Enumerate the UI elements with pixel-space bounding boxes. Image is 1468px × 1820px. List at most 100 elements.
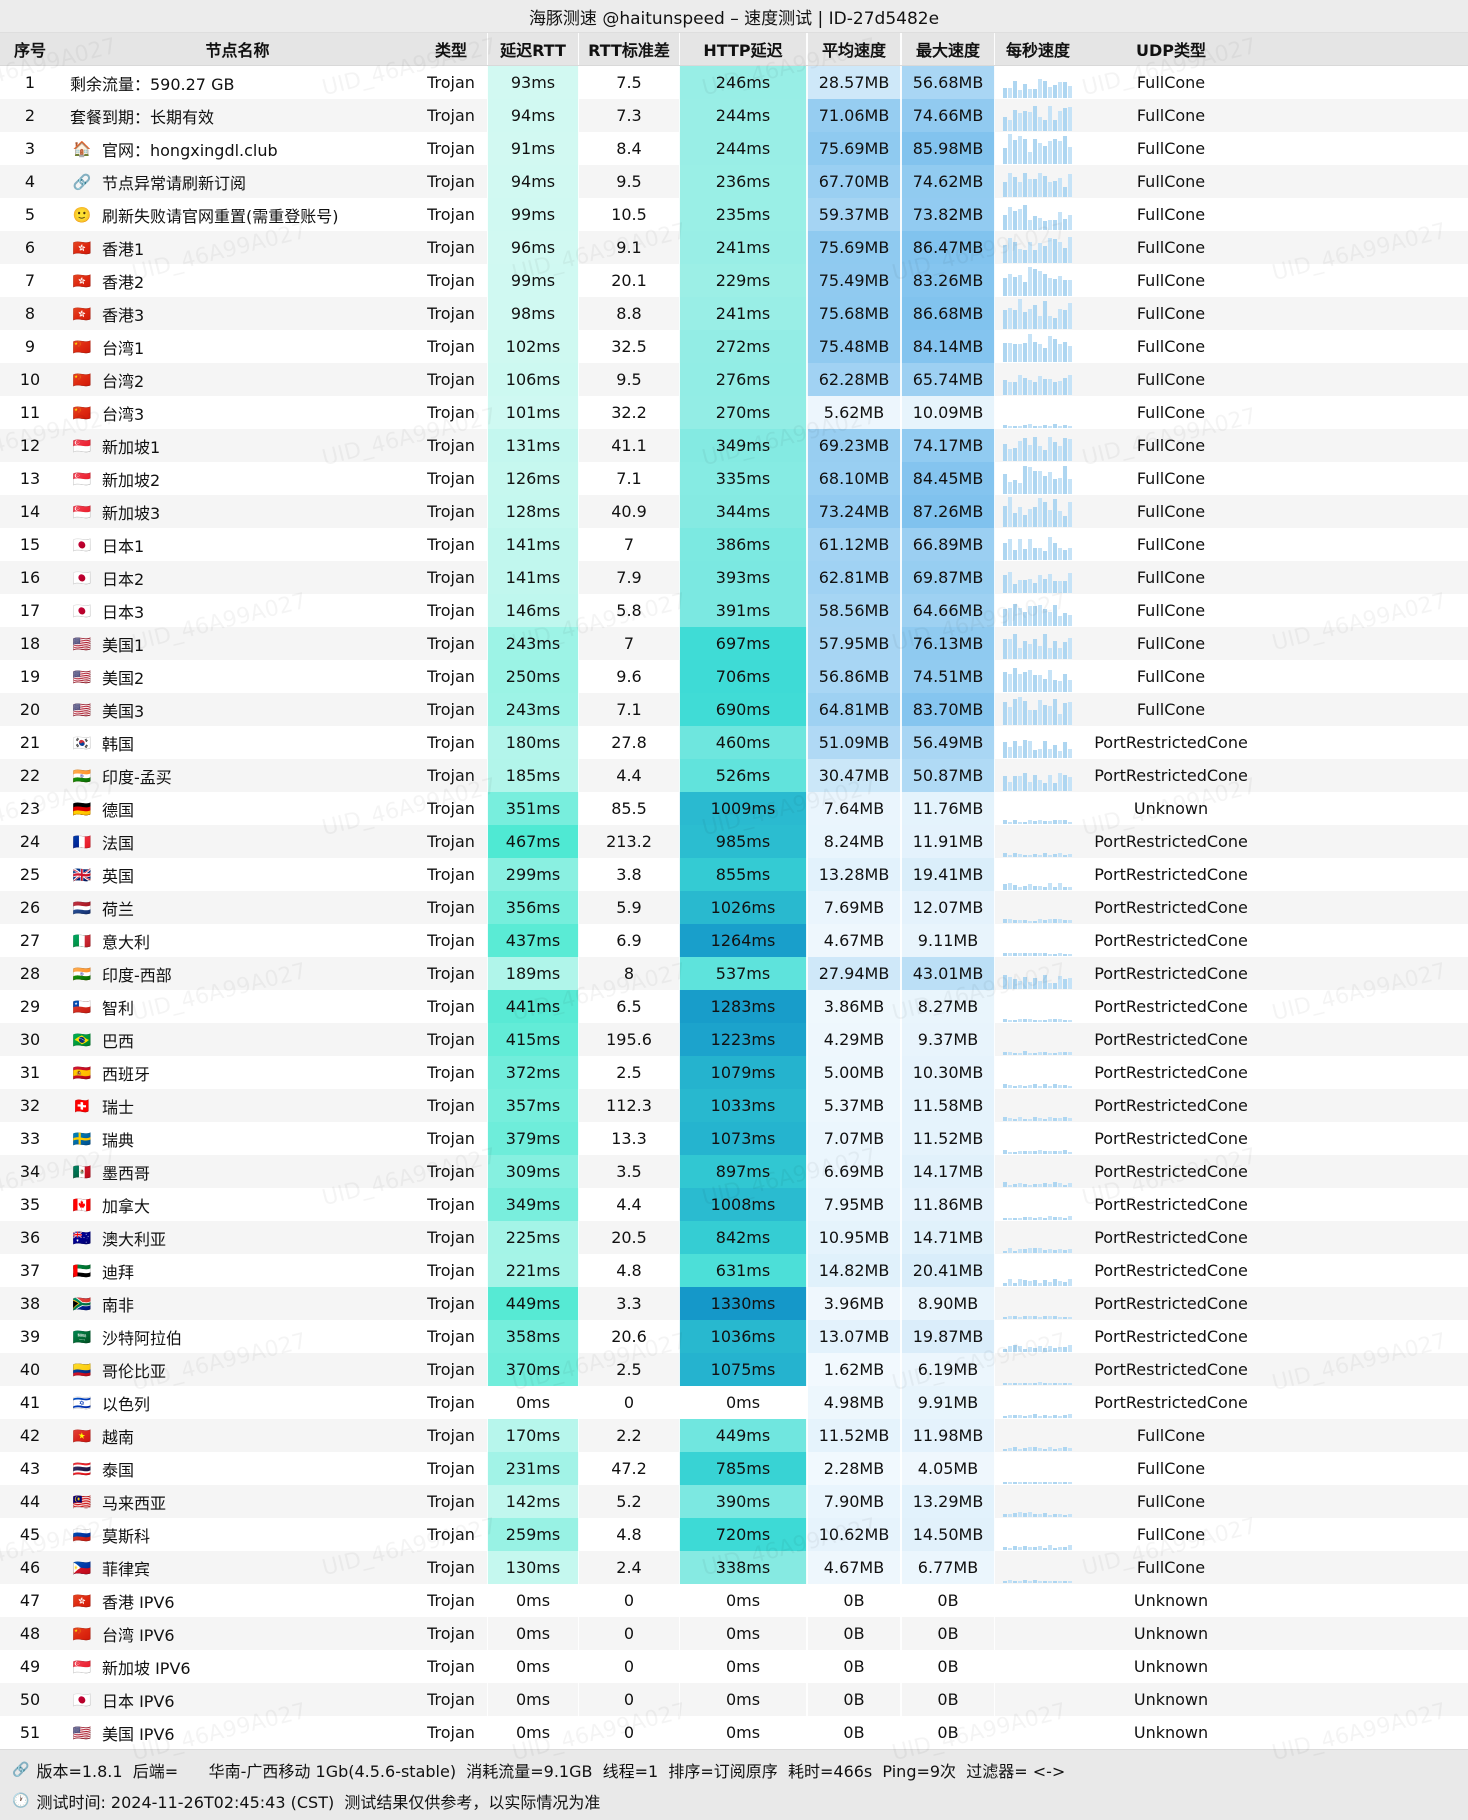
rtt-cell: 437ms (487, 924, 579, 957)
spark-bar (1003, 952, 1007, 956)
table-row: 10 🇨🇳 台湾2 Trojan 106ms 9.5 276ms 62.28MB… (0, 363, 1468, 396)
speed-sparkline (1003, 1124, 1073, 1154)
spark-bar (1028, 424, 1032, 428)
spark-bar (1043, 705, 1047, 725)
node-name-cell: 剩余流量：590.27 GB (60, 66, 415, 99)
rtt-cell: 130ms (487, 1551, 579, 1584)
spark-bar (1063, 979, 1067, 989)
node-type-cell: Trojan (427, 898, 475, 917)
spark-bar (1043, 1512, 1047, 1517)
max-speed-cell: 74.17MB (901, 429, 995, 462)
node-name: 官网：hongxingdl.club (102, 140, 278, 160)
rtt-cell: 128ms (487, 495, 579, 528)
spark-bar (1018, 853, 1022, 857)
spark-bar (1018, 113, 1022, 131)
node-name-cell: 🇯🇵 日本2 (60, 561, 415, 594)
spark-bar (1058, 1581, 1062, 1583)
avg-speed-cell: 75.69MB (807, 231, 901, 264)
spark-bar (1058, 446, 1062, 461)
node-type-cell: Trojan (427, 1426, 475, 1445)
http-latency-cell: 0ms (679, 1386, 807, 1419)
speed-sparkline-cell (995, 1122, 1081, 1155)
speed-sparkline (1003, 695, 1073, 725)
node-name: 韩国 (102, 734, 135, 754)
spark-bar (1048, 140, 1052, 164)
spark-bar (1063, 1382, 1067, 1385)
spark-bar (1008, 238, 1012, 263)
spark-bar (1063, 613, 1067, 626)
spark-bar (1028, 1019, 1032, 1022)
avg-speed-cell: 56.86MB (807, 660, 901, 693)
speed-sparkline (1003, 1157, 1073, 1187)
node-name: 日本3 (102, 602, 145, 622)
speed-sparkline (1003, 926, 1073, 956)
node-type-cell: Trojan (427, 469, 475, 488)
spark-bar (1068, 1513, 1072, 1517)
row-index: 48 (19, 1624, 41, 1643)
row-spacer (1261, 165, 1468, 198)
speed-sparkline (1003, 1520, 1073, 1550)
spark-bar (1038, 1019, 1042, 1022)
row-index: 34 (19, 1162, 41, 1181)
flag-icon: 🇸🇬 (72, 502, 92, 521)
row-index: 30 (19, 1030, 41, 1049)
avg-speed-cell: 13.28MB (807, 858, 901, 891)
udp-type-cell: FullCone (1136, 1492, 1206, 1511)
row-spacer (1261, 660, 1468, 693)
spark-bar (1008, 977, 1012, 989)
spark-bar (1038, 605, 1042, 626)
spark-bar (1018, 249, 1022, 263)
table-row: 14 🇸🇬 新加坡3 Trojan 128ms 40.9 344ms 73.24… (0, 495, 1468, 528)
spark-bar (1063, 1316, 1067, 1319)
flag-icon: 🇩🇪 (72, 799, 92, 818)
table-row: 41 🇮🇱 以色列 Trojan 0ms 0 0ms 4.98MB 9.91MB… (0, 1386, 1468, 1419)
spark-bar (1013, 1315, 1017, 1319)
http-latency-cell: 690ms (679, 693, 807, 726)
speed-sparkline (1003, 629, 1073, 659)
spark-bar (1013, 242, 1017, 263)
row-index: 14 (19, 502, 41, 521)
spark-bar (1068, 1086, 1072, 1088)
spark-bar (1058, 1084, 1062, 1088)
http-latency-cell: 1075ms (679, 1353, 807, 1386)
node-name-cell: 🇺🇸 美国 IPV6 (60, 1716, 415, 1749)
spark-bar (1068, 502, 1072, 527)
flag-icon: 🇸🇦 (72, 1327, 92, 1346)
row-index: 11 (19, 403, 41, 422)
udp-type-cell: PortRestrictedCone (1094, 997, 1248, 1016)
spark-bar (1033, 179, 1037, 197)
flag-icon: 🇨🇴 (72, 1360, 92, 1379)
udp-type-cell: FullCone (1136, 172, 1206, 191)
node-name-cell: 🇨🇦 加拿大 (60, 1188, 415, 1221)
row-spacer (1261, 1518, 1468, 1551)
spark-bar (1068, 375, 1072, 395)
spark-bar (1068, 1414, 1072, 1418)
spark-bar (1003, 1149, 1007, 1154)
spark-bar (1013, 1217, 1017, 1220)
http-latency-cell: 1223ms (679, 1023, 807, 1056)
rtt-std-cell: 0 (623, 1723, 635, 1742)
footer-time-line: 🕐 测试时间: 2024-11-26T02:45:43 (CST) 测试结果仅供… (12, 1789, 1456, 1813)
node-name: 香港1 (102, 239, 145, 259)
rtt-std-cell: 20.1 (611, 271, 647, 290)
spark-bar (1068, 439, 1072, 461)
spark-bar (1013, 1250, 1017, 1253)
spark-bar (1043, 609, 1047, 626)
spark-bar (1013, 1382, 1017, 1385)
spark-bar (1053, 1513, 1057, 1517)
spark-bar (1043, 920, 1047, 923)
node-type-cell: Trojan (427, 1030, 475, 1049)
avg-speed-cell: 13.07MB (807, 1320, 901, 1353)
speed-sparkline-cell (995, 1716, 1081, 1749)
flag-icon: 🇭🇰 (72, 1591, 92, 1610)
spark-bar (1023, 612, 1027, 626)
node-type-cell: Trojan (427, 1261, 475, 1280)
spark-bar (1013, 1414, 1017, 1418)
spark-bar (1063, 424, 1067, 428)
speed-sparkline-cell (995, 924, 1081, 957)
max-speed-cell: 73.82MB (901, 198, 995, 231)
spark-bar (1048, 1117, 1052, 1121)
spark-bar (1053, 543, 1057, 560)
rtt-cell: 101ms (487, 396, 579, 429)
rtt-cell: 221ms (487, 1254, 579, 1287)
